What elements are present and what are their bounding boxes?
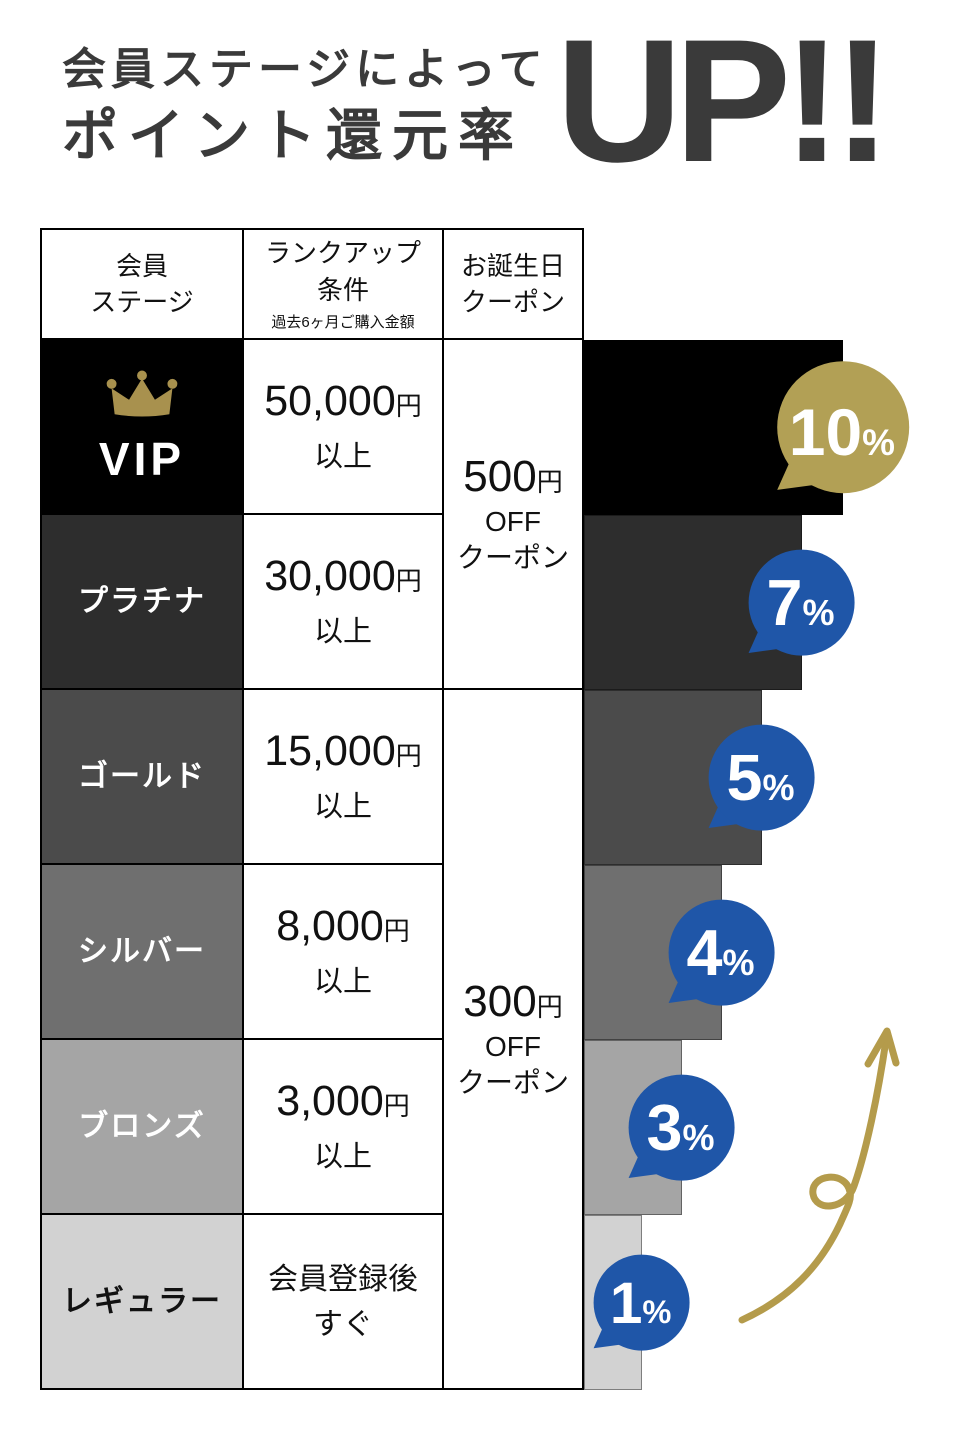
header-coupon-line2: クーポン <box>460 287 565 317</box>
tier-name: ゴールド <box>78 759 206 793</box>
rate-badge: 1% <box>593 1254 690 1351</box>
tier-table: 会員 ステージ ランクアップ 条件 過去6ヶ月ご購入金額 お誕生日 クーポン V… <box>40 228 584 1390</box>
growth-arrow-icon <box>738 1027 900 1324</box>
badge-percent-text: 7% <box>767 566 835 639</box>
header-coupon: お誕生日 クーポン <box>443 229 583 339</box>
coupon-cell: 500円 OFF クーポン <box>443 339 583 689</box>
rate-badge: 4% <box>668 899 775 1006</box>
coupon-amount: 500 <box>463 452 537 502</box>
tier-cell-stage: VIP <box>41 339 243 514</box>
tier-cell-condition: 15,000円 以上 <box>243 689 443 864</box>
header-coupon-line1: お誕生日 <box>460 250 565 281</box>
header-condition: ランクアップ 条件 過去6ヶ月ご購入金額 <box>243 229 443 339</box>
header-condition-line1: ランクアップ <box>264 238 421 269</box>
tier-name: シルバー <box>78 934 206 968</box>
tier-cell-stage: ゴールド <box>41 689 243 864</box>
coupon-unit: 円 <box>536 992 563 1023</box>
coupon-amount: 300 <box>463 977 537 1027</box>
coupon-value: 300円 <box>463 976 562 1029</box>
tier-cell-stage: ブロンズ <box>41 1039 243 1214</box>
rate-badge: 10% <box>776 361 909 494</box>
badge-percent-text: 5% <box>727 741 795 814</box>
coupon-unit: 円 <box>536 467 563 498</box>
header-condition-line2: 条件 <box>316 274 369 305</box>
tier-cell-stage: プラチナ <box>41 514 243 689</box>
condition-amount: 50,000円 <box>264 376 422 425</box>
header-stage: 会員 ステージ <box>41 229 243 339</box>
coupon-cell: 300円 OFF クーポン <box>443 689 583 1389</box>
condition-amount-value: 50,000 <box>264 376 396 425</box>
page-title: 会員ステージによって ポイント還元率 <box>62 44 548 166</box>
tier-name: VIP <box>98 432 186 485</box>
condition-amount-value: 30,000 <box>264 551 396 600</box>
coupon-label: クーポン <box>456 1067 569 1099</box>
condition-amount: 3,000円 <box>276 1076 410 1125</box>
tier-cell-stage: シルバー <box>41 864 243 1039</box>
tier-cell-condition: 会員登録後 すぐ <box>243 1214 443 1389</box>
condition-amount-unit: 円 <box>383 1090 410 1121</box>
condition-amount-unit: 円 <box>395 390 422 421</box>
condition-suffix: 以上 <box>313 441 372 474</box>
tier-cell-condition: 30,000円 以上 <box>243 514 443 689</box>
header-stage-line1: 会員 <box>115 250 168 281</box>
badge-percent-text: 3% <box>647 1091 715 1164</box>
tier-name: ブロンズ <box>78 1109 206 1143</box>
condition-text-line: 会員登録後 <box>268 1262 418 1296</box>
condition-amount: 15,000円 <box>264 726 422 775</box>
condition-amount: 30,000円 <box>264 551 422 600</box>
tier-cell-condition: 8,000円 以上 <box>243 864 443 1039</box>
title-line-1: 会員ステージによって <box>62 45 548 94</box>
header-stage-line2: ステージ <box>90 287 194 317</box>
badge-percent-text: 1% <box>610 1271 672 1336</box>
header-condition-note: 過去6ヶ月ご購入金額 <box>271 313 415 331</box>
condition-suffix: 以上 <box>313 616 372 649</box>
rate-badge: 3% <box>628 1074 735 1181</box>
condition-suffix: 以上 <box>313 966 372 999</box>
coupon-label: クーポン <box>456 542 569 574</box>
tier-cell-condition: 50,000円 以上 <box>243 339 443 514</box>
condition-amount-unit: 円 <box>395 565 422 596</box>
condition-suffix: 以上 <box>313 1141 372 1174</box>
title-up-text: UP!! <box>556 4 892 199</box>
condition-amount-value: 3,000 <box>276 1076 384 1125</box>
condition-amount-unit: 円 <box>395 740 422 771</box>
badge-percent-text: 4% <box>687 916 755 989</box>
coupon-off-text: OFF <box>485 1031 541 1062</box>
condition-amount-value: 15,000 <box>264 726 396 775</box>
rate-badge: 7% <box>748 549 855 656</box>
crown-icon <box>106 370 178 417</box>
condition-suffix: 以上 <box>313 791 372 824</box>
condition-text-line: すぐ <box>313 1307 373 1341</box>
tier-cell-stage: レギュラー <box>41 1214 243 1389</box>
condition-amount-unit: 円 <box>383 915 410 946</box>
rate-badge: 5% <box>708 724 815 831</box>
tier-cell-condition: 3,000円 以上 <box>243 1039 443 1214</box>
tier-name: レギュラー <box>62 1284 222 1318</box>
title-line-2: ポイント還元率 <box>62 103 524 167</box>
condition-amount: 8,000円 <box>276 901 410 950</box>
condition-amount-value: 8,000 <box>276 901 384 950</box>
coupon-value: 500円 <box>463 451 562 504</box>
tier-name: プラチナ <box>78 584 206 618</box>
coupon-off-text: OFF <box>485 506 541 537</box>
